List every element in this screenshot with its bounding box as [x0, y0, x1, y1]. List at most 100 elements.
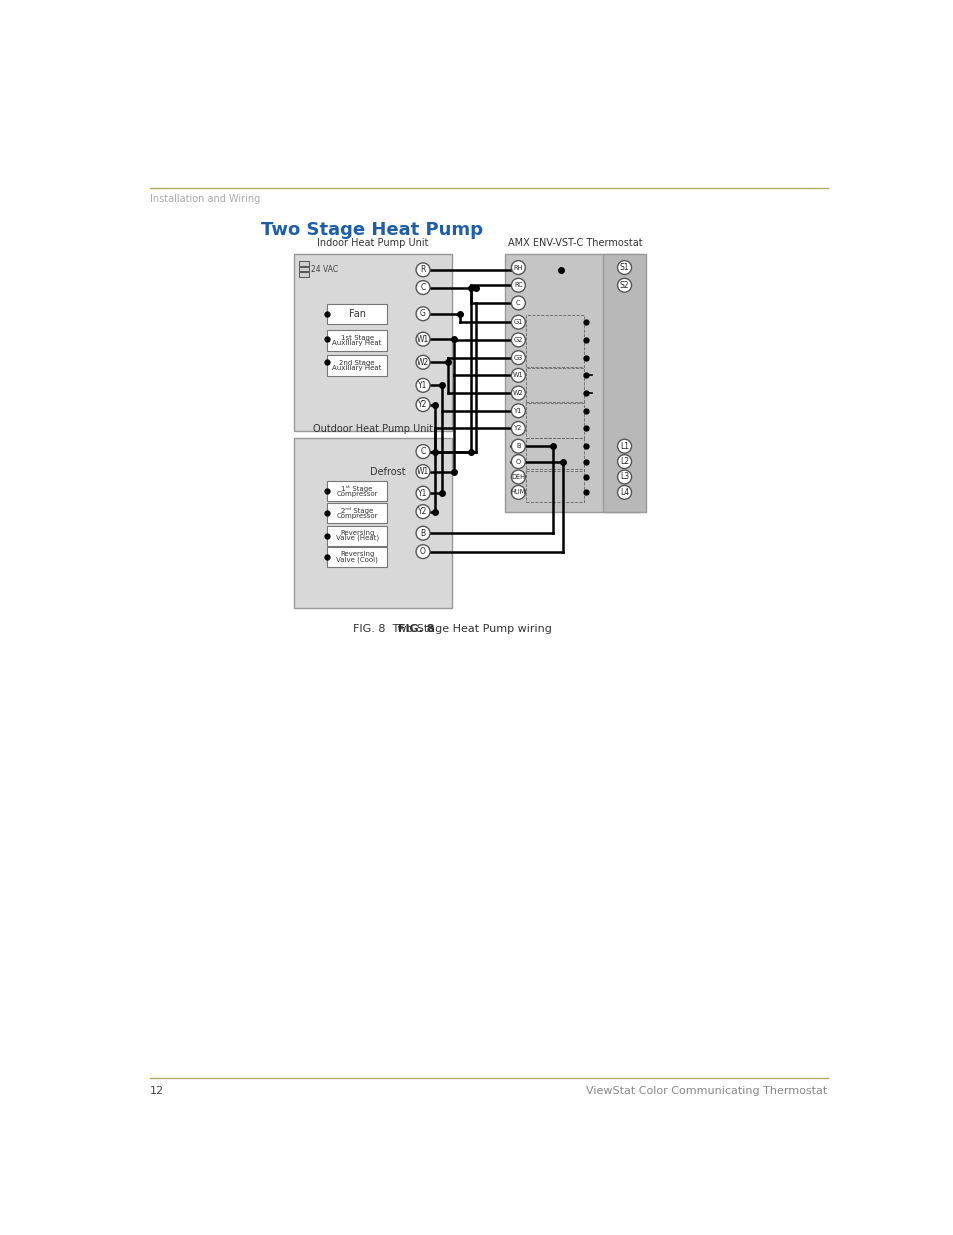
Text: Fan: Fan — [348, 309, 365, 319]
Bar — [525, 438, 583, 471]
Text: G2: G2 — [513, 337, 522, 343]
Circle shape — [511, 471, 525, 484]
Text: 1st Stage: 1st Stage — [340, 335, 374, 341]
Circle shape — [416, 487, 430, 500]
Text: 2nd Stage: 2nd Stage — [339, 359, 375, 366]
Circle shape — [416, 280, 430, 294]
Circle shape — [511, 351, 525, 364]
Text: Compressor: Compressor — [336, 490, 377, 496]
Bar — [294, 438, 452, 608]
Text: Reversing: Reversing — [339, 551, 374, 557]
Text: Reversing: Reversing — [339, 530, 374, 536]
Text: Auxiliary Heat: Auxiliary Heat — [333, 341, 381, 346]
Text: G: G — [419, 309, 426, 319]
Circle shape — [511, 278, 525, 293]
Circle shape — [416, 464, 430, 478]
Circle shape — [511, 368, 525, 383]
Text: G1: G1 — [514, 319, 522, 325]
Text: 24 VAC: 24 VAC — [311, 264, 338, 274]
Circle shape — [416, 445, 430, 458]
Text: Two Stage Heat Pump: Two Stage Heat Pump — [261, 221, 482, 240]
Bar — [525, 368, 583, 403]
Circle shape — [617, 440, 631, 453]
Text: FIG. 8  Two Stage Heat Pump wiring: FIG. 8 Two Stage Heat Pump wiring — [353, 624, 552, 634]
Bar — [505, 253, 639, 511]
Circle shape — [416, 545, 430, 558]
Text: W1: W1 — [513, 372, 523, 378]
Text: Indoor Heat Pump Unit: Indoor Heat Pump Unit — [317, 238, 428, 248]
Text: B: B — [420, 529, 425, 537]
Text: ViewStat Color Communicating Thermostat: ViewStat Color Communicating Thermostat — [586, 1086, 827, 1095]
Text: Y1: Y1 — [514, 408, 522, 414]
Circle shape — [511, 404, 525, 417]
Text: Auxiliary Heat: Auxiliary Heat — [333, 366, 381, 370]
Text: 1ˢᵗ Stage: 1ˢᵗ Stage — [341, 484, 373, 492]
Text: O: O — [419, 547, 426, 556]
Text: C: C — [420, 283, 425, 291]
Text: DEH: DEH — [511, 474, 525, 480]
Circle shape — [511, 315, 525, 330]
Text: Compressor: Compressor — [336, 513, 377, 519]
Circle shape — [511, 421, 525, 436]
Bar — [327, 547, 387, 567]
Text: W2: W2 — [416, 358, 429, 367]
Text: HUM: HUM — [510, 489, 525, 495]
Text: G3: G3 — [514, 354, 522, 361]
Text: Valve (Heat): Valve (Heat) — [335, 535, 378, 541]
Text: Defrost: Defrost — [370, 467, 406, 477]
Circle shape — [511, 485, 525, 499]
Bar — [327, 304, 387, 324]
Bar — [298, 267, 309, 272]
Text: L4: L4 — [619, 488, 628, 496]
Text: Installation and Wiring: Installation and Wiring — [150, 194, 260, 205]
Bar — [327, 503, 387, 524]
Bar — [298, 262, 309, 266]
Text: W1: W1 — [416, 335, 429, 343]
Text: AMX ENV-VST-C Thermostat: AMX ENV-VST-C Thermostat — [508, 238, 642, 248]
Bar — [294, 253, 452, 431]
Circle shape — [617, 471, 631, 484]
Text: Y2: Y2 — [418, 508, 427, 516]
Bar — [327, 480, 387, 501]
Circle shape — [416, 306, 430, 321]
Circle shape — [511, 454, 525, 468]
Circle shape — [416, 505, 430, 519]
Text: Y2: Y2 — [514, 426, 522, 431]
Text: S2: S2 — [619, 280, 629, 290]
Text: Y1: Y1 — [418, 489, 427, 498]
Circle shape — [511, 440, 525, 453]
Text: FIG. 8: FIG. 8 — [397, 624, 435, 634]
Circle shape — [617, 485, 631, 499]
Text: L3: L3 — [619, 473, 628, 482]
Circle shape — [511, 261, 525, 274]
Bar — [525, 469, 583, 501]
Text: Y2: Y2 — [418, 400, 427, 409]
Text: 12: 12 — [150, 1086, 164, 1095]
Text: Valve (Cool): Valve (Cool) — [335, 557, 377, 563]
Text: Y1: Y1 — [418, 380, 427, 390]
Circle shape — [511, 333, 525, 347]
Text: 2ⁿᵈ Stage: 2ⁿᵈ Stage — [340, 508, 373, 514]
Circle shape — [617, 278, 631, 293]
Text: S1: S1 — [619, 263, 629, 272]
Circle shape — [416, 398, 430, 411]
Text: C: C — [516, 300, 520, 306]
Text: W2: W2 — [513, 390, 523, 396]
Circle shape — [617, 261, 631, 274]
Text: O: O — [516, 458, 520, 464]
Text: RC: RC — [514, 283, 522, 288]
Bar — [602, 253, 645, 511]
Bar — [525, 315, 583, 367]
Bar — [327, 526, 387, 546]
Circle shape — [416, 526, 430, 540]
Text: C: C — [420, 447, 425, 456]
Circle shape — [617, 454, 631, 468]
Bar — [327, 330, 387, 352]
Text: B: B — [516, 443, 520, 450]
Circle shape — [416, 356, 430, 369]
Text: L2: L2 — [619, 457, 628, 466]
Bar — [525, 403, 583, 437]
Text: RH: RH — [513, 264, 522, 270]
Text: R: R — [420, 266, 425, 274]
Circle shape — [511, 296, 525, 310]
